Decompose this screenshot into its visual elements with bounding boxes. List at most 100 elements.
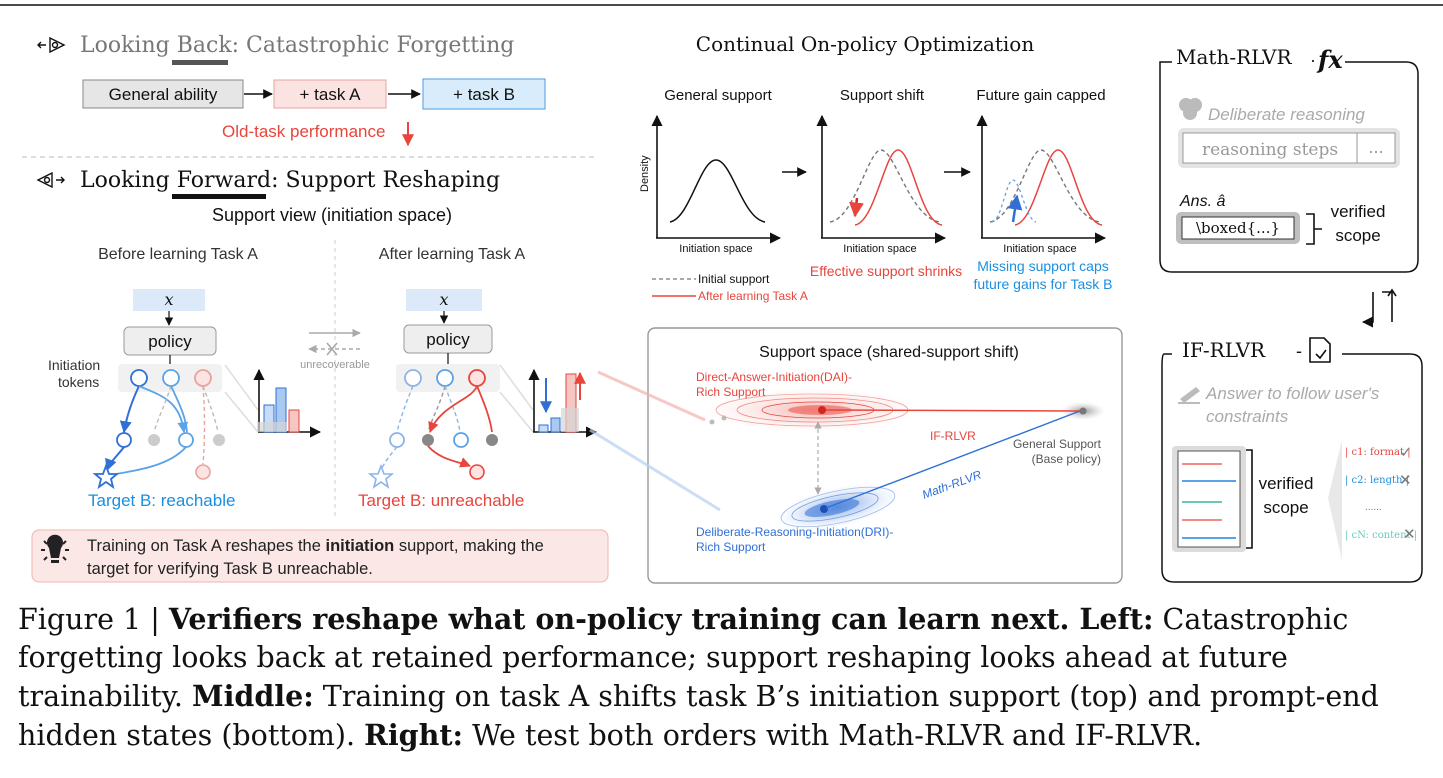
initiation-tokens-label-1: Initiation xyxy=(48,357,100,373)
general-ability-label: General ability xyxy=(109,85,218,104)
unrecoverable-label: unrecoverable xyxy=(300,359,370,371)
answer-line-2: constraints xyxy=(1206,407,1289,426)
panel3-xlabel: Initiation space xyxy=(1003,243,1076,255)
policy-label-after: policy xyxy=(426,330,470,349)
general-support-cluster xyxy=(1061,402,1105,420)
swap-order-icon xyxy=(1361,288,1397,328)
legend-initial: Initial support xyxy=(698,272,770,286)
hist-before-bar-3 xyxy=(288,409,300,433)
x-box-after xyxy=(406,289,482,311)
tip-box xyxy=(31,529,609,583)
dri-cluster xyxy=(777,483,899,531)
if-rlvr-path-label: IF-RLVR xyxy=(930,429,976,443)
hist-after-bar-1 xyxy=(538,424,549,433)
support-space-title: Support space (shared-support shift) xyxy=(759,344,1019,361)
tip-line-2: target for verifying Task B unreachable. xyxy=(87,560,373,578)
general-support-curve xyxy=(669,159,766,223)
ellipsis: ... xyxy=(1368,137,1383,157)
brain-icon xyxy=(1179,98,1202,120)
x-symbol-before: x xyxy=(164,290,173,309)
constraint-c2: | c2: length | xyxy=(1345,475,1409,486)
density-panel-2: Initiation space xyxy=(816,114,947,255)
old-task-performance: Old-task performance xyxy=(222,122,385,141)
document-check-icon xyxy=(1309,337,1331,363)
missing-support-2: future gains for Task B xyxy=(973,276,1112,292)
panel1-xlabel: Initiation space xyxy=(679,243,752,255)
before-label: Before learning Task A xyxy=(98,246,258,263)
dai-cluster xyxy=(704,388,920,432)
initiation-tokens-label-2: tokens xyxy=(58,374,99,390)
unrecoverable-arrows: unrecoverable xyxy=(300,328,370,371)
lightbulb-icon xyxy=(41,534,69,563)
math-bracket xyxy=(1306,213,1322,245)
math-rlvr-path xyxy=(825,410,1081,509)
token-blue-light xyxy=(162,369,180,387)
task-b-label: + task B xyxy=(453,85,515,104)
x-symbol-after: x xyxy=(439,290,448,309)
right-section: Math-RLVR fx · Deliberate reasoning reas… xyxy=(1159,45,1423,583)
if-scope: scope xyxy=(1263,498,1308,517)
task-b-box xyxy=(422,78,546,110)
task-a-label: + task A xyxy=(300,85,362,104)
effective-support-shrinks: Effective support shrinks xyxy=(810,263,962,279)
constraint-wedge xyxy=(1328,440,1342,560)
check-icon: ✓ xyxy=(1400,444,1412,460)
math-verified: verified xyxy=(1331,202,1386,221)
after-task-a-curve-3 xyxy=(1014,149,1103,226)
ellipsis-box xyxy=(1356,132,1396,164)
token-blue-dark xyxy=(130,369,148,387)
target-unreachable: Target B: unreachable xyxy=(358,491,524,510)
boxed: \boxed{...} xyxy=(1196,219,1280,237)
density-panel-1: Density Initiation space xyxy=(639,114,782,255)
math-rlvr-title: Math-RLVR xyxy=(1176,45,1292,69)
forward-underline xyxy=(172,194,266,199)
if-rlvr-path xyxy=(825,409,1081,412)
fx-dot: · xyxy=(1310,50,1316,70)
panel3-title: Future gain capped xyxy=(976,87,1105,104)
panel2-xlabel: Initiation space xyxy=(843,243,916,255)
cross-icon xyxy=(326,342,338,356)
general-ability-box xyxy=(82,79,244,109)
middle-section: Continual On-policy Optimization General… xyxy=(589,32,1123,584)
writing-hand-icon xyxy=(1178,387,1200,404)
after-task-a-curve-2 xyxy=(854,149,943,226)
figure: Looking Back: Catastrophic Forgetting Ge… xyxy=(0,4,1443,584)
cross-icon-cn: ✕ xyxy=(1403,526,1416,543)
math-box xyxy=(1159,61,1419,273)
answer-line-1: Answer to follow user's xyxy=(1205,384,1380,403)
initial-support-curve-2 xyxy=(829,149,941,223)
target-reachable: Target B: reachable xyxy=(88,491,235,510)
dri-label-2: Rich Support xyxy=(696,540,766,554)
initial-support-curve-3 xyxy=(989,149,1101,223)
dai-label-1: Direct-Answer-Initiation(DAI)- xyxy=(696,370,852,384)
token-red xyxy=(194,369,212,387)
fx-icon: fx xyxy=(1316,45,1343,74)
if-rlvr-title: IF-RLVR xyxy=(1182,338,1266,362)
svg-text:-: - xyxy=(1296,341,1302,361)
before-panel: x policy Initiation tokens Ta xyxy=(48,289,322,510)
panel1-title: General support xyxy=(664,87,772,104)
constraint-c1: | c1: format | xyxy=(1345,447,1411,458)
panel2-title: Support shift xyxy=(840,87,925,104)
constraint-dots: ...... xyxy=(1365,502,1382,513)
density-ylabel: Density xyxy=(639,155,651,192)
if-verified: verified xyxy=(1259,474,1314,493)
back-arrow-eye-icon xyxy=(37,36,66,54)
support-view-title: Support view (initiation space) xyxy=(212,205,452,225)
back-underline xyxy=(172,60,228,65)
boxed-inner xyxy=(1181,216,1295,240)
deliberate-reasoning: Deliberate reasoning xyxy=(1208,105,1365,124)
if-bracket xyxy=(1246,449,1253,549)
missing-support-1: Missing support caps xyxy=(977,258,1109,274)
figure-caption: Figure 1 | Verifiers reshape what on-pol… xyxy=(18,602,1379,752)
math-scope: scope xyxy=(1335,226,1380,245)
looking-forward-section: Looking Forward: Support Reshaping Suppo… xyxy=(31,168,609,583)
target-star-before xyxy=(92,463,120,490)
general-support-label: General Support xyxy=(1013,437,1102,451)
ans-label: Ans. â xyxy=(1179,193,1225,210)
policy-label-before: policy xyxy=(148,332,192,351)
legend-after: After learning Task A xyxy=(698,289,808,303)
missing-support-curve xyxy=(991,179,1037,223)
dai-label-2: Rich Support xyxy=(696,385,766,399)
density-panel-3: Initiation space xyxy=(976,114,1107,255)
